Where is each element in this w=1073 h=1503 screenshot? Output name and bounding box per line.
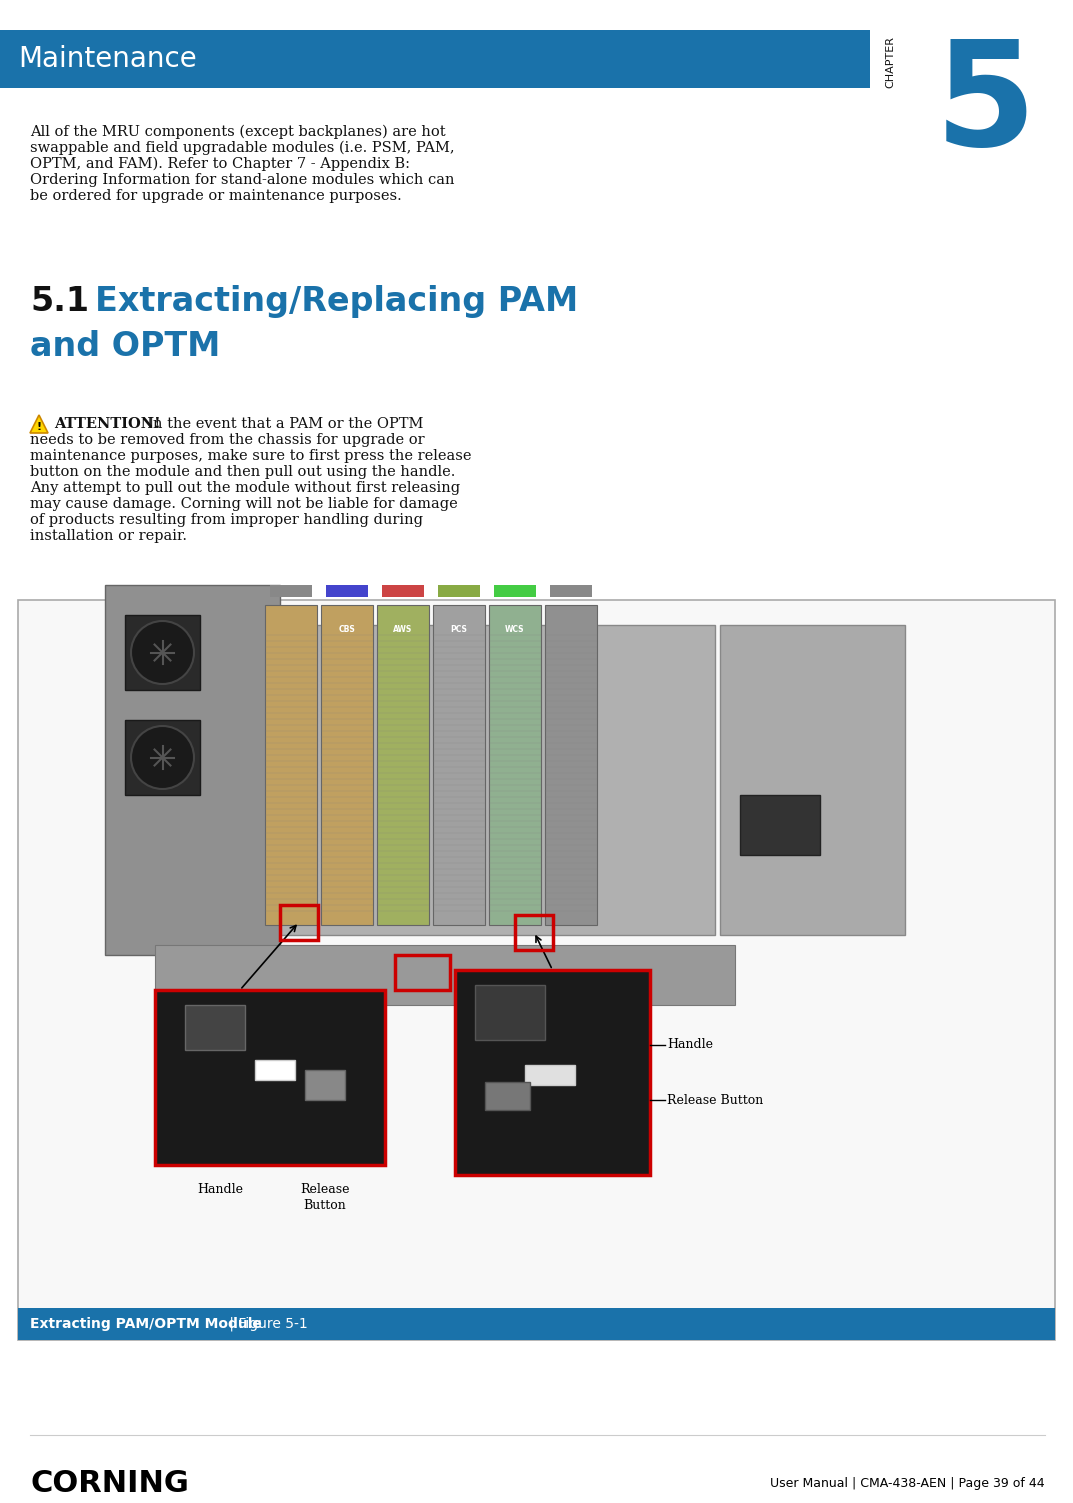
Bar [0,30,870,89]
Text: Release
Button: Release Button [300,1183,350,1211]
Bar [305,1070,346,1100]
Bar [321,606,373,924]
Text: In the event that a PAM or the OPTM: In the event that a PAM or the OPTM [138,416,424,431]
Bar [326,585,368,597]
Text: WCS: WCS [505,625,525,634]
Text: Any attempt to pull out the module without first releasing: Any attempt to pull out the module witho… [30,481,460,494]
Text: CORNING: CORNING [30,1468,189,1497]
Bar [475,984,545,1040]
Bar [270,585,312,597]
Text: 5: 5 [935,35,1037,176]
Text: | Figure 5-1: | Figure 5-1 [225,1317,308,1332]
Text: swappable and field upgradable modules (i.e. PSM, PAM,: swappable and field upgradable modules (… [30,141,455,155]
Bar [105,585,280,954]
Bar [545,606,597,924]
Text: installation or repair.: installation or repair. [30,529,187,543]
Bar [124,720,200,795]
Bar [550,585,592,597]
Bar [433,606,485,924]
Text: maintenance purposes, make sure to first press the release: maintenance purposes, make sure to first… [30,449,471,463]
Text: User Manual | CMA-438-AEN | Page 39 of 44: User Manual | CMA-438-AEN | Page 39 of 4… [770,1476,1045,1489]
Text: CHAPTER: CHAPTER [885,36,895,89]
Text: Handle: Handle [197,1183,242,1196]
Bar [740,795,820,855]
Text: AWS: AWS [394,625,413,634]
Bar [525,1066,575,1085]
Text: PCS: PCS [451,625,468,634]
Text: needs to be removed from the chassis for upgrade or: needs to be removed from the chassis for… [30,433,425,446]
Bar [395,954,450,990]
Circle shape [131,726,194,789]
Bar [438,585,480,597]
Bar [720,625,905,935]
Text: Maintenance: Maintenance [18,45,196,74]
Text: Ordering Information for stand-alone modules which can: Ordering Information for stand-alone mod… [30,173,455,186]
Text: of products resulting from improper handling during: of products resulting from improper hand… [30,513,423,528]
Bar [382,585,424,597]
Text: and OPTM: and OPTM [30,331,220,364]
Bar [377,606,429,924]
Bar [489,606,541,924]
Bar [485,1082,530,1111]
Text: 5.1: 5.1 [30,286,89,319]
Bar [494,585,536,597]
Text: ATTENTION!: ATTENTION! [54,416,161,431]
Polygon shape [30,415,48,433]
Bar [155,990,385,1165]
Bar [255,1060,295,1081]
Bar [515,915,553,950]
Bar [455,969,650,1175]
Bar [18,600,1055,1341]
Text: may cause damage. Corning will not be liable for damage: may cause damage. Corning will not be li… [30,497,458,511]
Bar [185,1006,245,1051]
Text: !: ! [36,422,42,431]
Text: button on the module and then pull out using the handle.: button on the module and then pull out u… [30,464,455,479]
Bar [155,945,735,1006]
Bar [280,905,318,939]
Text: Release Button: Release Button [667,1094,763,1106]
Text: Handle: Handle [667,1039,712,1052]
Text: CBS: CBS [339,625,355,634]
Bar [124,615,200,690]
Circle shape [131,621,194,684]
Text: OPTM, and FAM). Refer to Chapter 7 - Appendix B:: OPTM, and FAM). Refer to Chapter 7 - App… [30,156,410,171]
Text: be ordered for upgrade or maintenance purposes.: be ordered for upgrade or maintenance pu… [30,189,401,203]
Text: All of the MRU components (except backplanes) are hot: All of the MRU components (except backpl… [30,125,445,140]
Bar [265,606,317,924]
Bar [18,1308,1055,1341]
Text: Extracting/Replacing PAM: Extracting/Replacing PAM [95,286,578,319]
Text: Extracting PAM/OPTM Module: Extracting PAM/OPTM Module [30,1317,262,1332]
Bar [185,625,715,935]
